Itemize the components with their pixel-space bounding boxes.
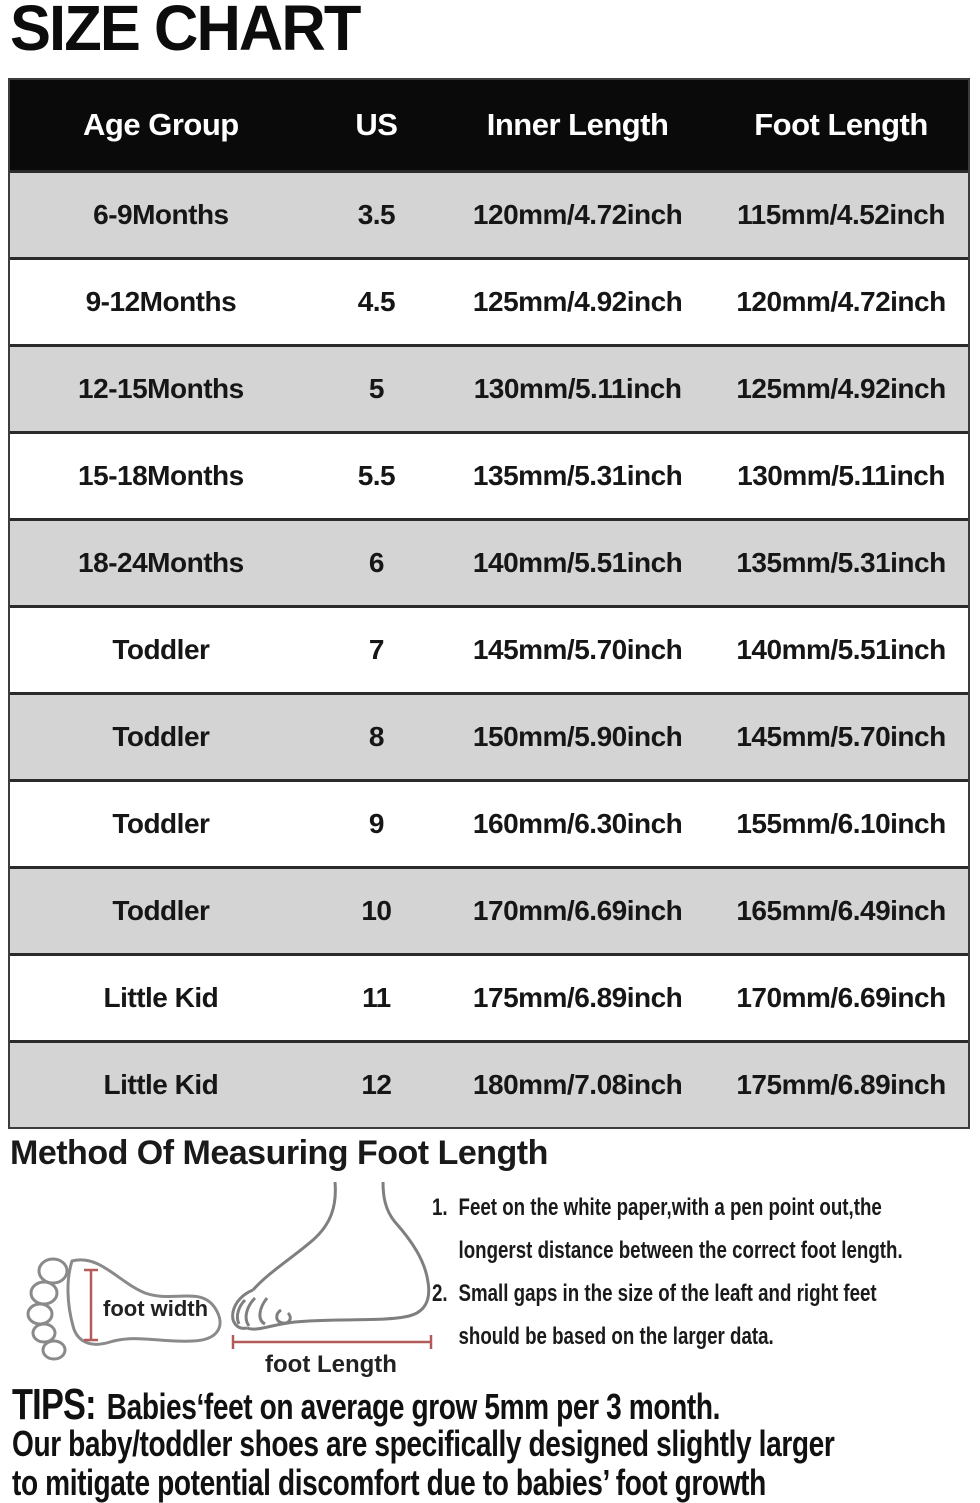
foot-length-cell: 140mm/5.51inch — [736, 634, 946, 665]
age-group-cell: Toddler — [112, 634, 210, 665]
instruction-item: 2. Small gaps in the size of the leaft a… — [432, 1272, 978, 1358]
us-size-cell: 10 — [361, 895, 392, 926]
table-row: Little Kid 12 180mm/7.08inch 175mm/6.89i… — [10, 1040, 968, 1127]
us-size-cell: 12 — [361, 1069, 392, 1100]
table-row: Toddler 7 145mm/5.70inch 140mm/5.51inch — [10, 605, 968, 692]
tips-line: to mitigate potential discomfort due to … — [12, 1462, 766, 1503]
table-row: 18-24Months 6 140mm/5.51inch 135mm/5.31i… — [10, 518, 968, 605]
inner-length-cell: 150mm/5.90inch — [472, 721, 683, 752]
foot-length-cell: 155mm/6.10inch — [736, 808, 946, 839]
inner-length-cell: 145mm/5.70inch — [472, 634, 683, 665]
instruction-text: Small gaps in the size of the leaft and … — [459, 1272, 877, 1358]
inner-length-cell: 170mm/6.69inch — [472, 895, 683, 926]
foot-length-cell: 115mm/4.52inch — [737, 199, 945, 230]
foot-length-measure-line — [231, 1335, 433, 1349]
foot-length-cell: 175mm/6.89inch — [736, 1069, 946, 1100]
tips-text: Babies‘feet on average grow 5mm per 3 mo… — [106, 1386, 721, 1427]
us-size-cell: 6 — [368, 547, 385, 578]
instruction-text: Feet on the white paper,with a pen point… — [459, 1186, 903, 1272]
measuring-section: Method Of Measuring Foot Length foot wid… — [0, 1130, 980, 1502]
age-group-cell: Toddler — [112, 721, 210, 752]
foot-length-cell: 120mm/4.72inch — [736, 286, 946, 317]
age-group-cell: 18-24Months — [78, 547, 244, 578]
us-size-cell: 8 — [368, 721, 385, 752]
us-size-cell: 5 — [368, 373, 385, 404]
foot-width-diagram: foot width — [26, 1257, 222, 1361]
tips-section: TIPS: Babies‘feet on average grow 5mm pe… — [12, 1380, 971, 1502]
us-size-cell: 3.5 — [357, 199, 396, 230]
table-row: 12-15Months 5 130mm/5.11inch 125mm/4.92i… — [10, 344, 968, 431]
table-header-row: Age Group US Inner Length Foot Length — [10, 80, 968, 170]
foot-length-diagram: foot Length — [231, 1182, 433, 1377]
tips-first-line: TIPS: Babies‘feet on average grow 5mm pe… — [12, 1380, 971, 1429]
inner-length-cell: 140mm/5.51inch — [472, 547, 683, 578]
age-group-cell: Toddler — [112, 808, 210, 839]
inner-length-cell: 160mm/6.30inch — [472, 808, 683, 839]
table-row: 9-12Months 4.5 125mm/4.92inch 120mm/4.72… — [10, 257, 968, 344]
foot-length-cell: 165mm/6.49inch — [736, 895, 946, 926]
instruction-item: 1. Feet on the white paper,with a pen po… — [432, 1186, 978, 1272]
age-group-cell: 6-9Months — [93, 199, 229, 230]
instruction-number: 2. — [432, 1280, 448, 1307]
age-group-cell: 9-12Months — [85, 286, 237, 317]
instruction-line: should be based on the larger data. — [458, 1323, 774, 1350]
tips-line: Our baby/toddler shoes are specifically … — [12, 1423, 835, 1464]
page-title: SIZE CHART — [10, 0, 361, 64]
table-row: Toddler 10 170mm/6.69inch 165mm/6.49inch — [10, 866, 968, 953]
measuring-instructions: 1. Feet on the white paper,with a pen po… — [432, 1186, 978, 1358]
age-group-cell: 12-15Months — [78, 373, 244, 404]
instruction-line: Feet on the white paper,with a pen point… — [458, 1194, 882, 1221]
column-header-age-group: Age Group — [83, 107, 239, 142]
inner-length-cell: 125mm/4.92inch — [472, 286, 683, 317]
foot-length-cell: 170mm/6.69inch — [736, 982, 946, 1013]
us-size-cell: 4.5 — [357, 286, 396, 317]
us-size-cell: 5.5 — [357, 460, 396, 491]
inner-length-cell: 180mm/7.08inch — [472, 1069, 683, 1100]
foot-width-measure-line — [84, 1268, 98, 1342]
column-header-inner-length: Inner Length — [486, 107, 669, 142]
table-row: 6-9Months 3.5 120mm/4.72inch 115mm/4.52i… — [10, 170, 968, 257]
size-table: Age Group US Inner Length Foot Length 6-… — [8, 78, 970, 1129]
us-size-cell: 7 — [368, 634, 385, 665]
instruction-number: 1. — [432, 1194, 448, 1221]
inner-length-cell: 120mm/4.72inch — [472, 199, 683, 230]
age-group-cell: 15-18Months — [78, 460, 244, 491]
us-size-cell: 9 — [368, 808, 385, 839]
foot-sole-outline-icon — [26, 1257, 222, 1361]
table-row: Toddler 9 160mm/6.30inch 155mm/6.10inch — [10, 779, 968, 866]
foot-length-cell: 130mm/5.11inch — [737, 460, 945, 491]
foot-length-cell: 125mm/4.92inch — [736, 373, 946, 404]
age-group-cell: Little Kid — [103, 982, 219, 1013]
foot-length-label: foot Length — [265, 1351, 397, 1377]
foot-length-cell: 145mm/5.70inch — [736, 721, 946, 752]
inner-length-cell: 135mm/5.31inch — [472, 460, 683, 491]
foot-width-label: foot width — [103, 1296, 208, 1321]
table-row: Toddler 8 150mm/5.90inch 145mm/5.70inch — [10, 692, 968, 779]
column-header-foot-length: Foot Length — [754, 107, 928, 142]
tips-label: TIPS: — [12, 1380, 97, 1429]
measuring-heading: Method Of Measuring Foot Length — [10, 1134, 548, 1172]
inner-length-cell: 130mm/5.11inch — [473, 373, 682, 404]
column-header-us: US — [355, 107, 398, 142]
table-row: Little Kid 11 175mm/6.89inch 170mm/6.69i… — [10, 953, 968, 1040]
age-group-cell: Toddler — [112, 895, 210, 926]
instruction-line: Small gaps in the size of the leaft and … — [458, 1280, 877, 1307]
table-row: 15-18Months 5.5 135mm/5.31inch 130mm/5.1… — [10, 431, 968, 518]
inner-length-cell: 175mm/6.89inch — [472, 982, 683, 1013]
foot-profile-outline-icon — [231, 1182, 431, 1331]
foot-length-cell: 135mm/5.31inch — [736, 547, 946, 578]
us-size-cell: 11 — [362, 982, 391, 1013]
age-group-cell: Little Kid — [103, 1069, 219, 1100]
instruction-line: longerst distance between the correct fo… — [458, 1237, 903, 1264]
